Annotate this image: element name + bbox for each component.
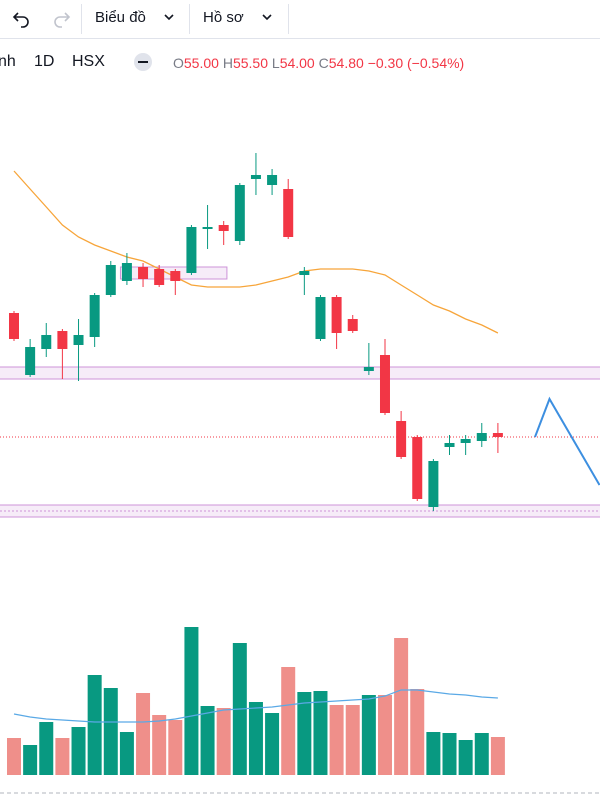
moving-average (13, 170, 499, 334)
volume-bar (152, 715, 167, 775)
exchange: HSX (72, 53, 105, 70)
candle-body (121, 263, 132, 281)
separator (288, 4, 289, 34)
volume-bar (216, 708, 231, 775)
volume-bar (329, 705, 344, 775)
candle-body (492, 433, 503, 437)
symbol[interactable]: nh (0, 53, 16, 70)
volume-bar (248, 702, 263, 775)
candle-body (379, 355, 390, 413)
candle-body (218, 225, 229, 231)
candle-body (154, 269, 165, 285)
volume-bar (184, 627, 199, 775)
candle-body (138, 267, 149, 279)
volume-bar (474, 733, 489, 775)
volume-bar (168, 720, 183, 775)
high-label: H (222, 55, 233, 71)
candle-body (283, 189, 294, 237)
candle-body (73, 335, 84, 345)
low: 54.00 (279, 55, 315, 71)
candle-body (9, 313, 19, 339)
profile-menu[interactable]: Hồ sơ (203, 9, 244, 26)
volume-bar (458, 740, 473, 775)
volume-bar (200, 706, 215, 775)
toolbar-icons (12, 12, 272, 28)
volume-ma (13, 689, 498, 723)
legend: nh 1D HSX O55.00 H55.50 L54.00 C54.80 −0… (0, 50, 600, 74)
candle-body (460, 439, 471, 443)
candle-body (202, 227, 213, 229)
chevron[interactable] (164, 14, 174, 21)
volume-bar (345, 705, 360, 775)
undo-icon[interactable] (12, 12, 29, 28)
volume-bar (71, 727, 86, 775)
candle-body (396, 421, 407, 457)
candle-body (412, 437, 423, 499)
volume-bar (7, 738, 21, 775)
high: 55.50 (232, 55, 268, 71)
candle-body (41, 335, 52, 349)
volume-bar (361, 695, 376, 775)
zone (0, 366, 600, 380)
volume-bar (136, 693, 151, 775)
separator (189, 4, 190, 34)
change-pct: (−0.54%) (407, 55, 465, 71)
candle-body (89, 295, 100, 337)
projection-line (534, 396, 600, 486)
candle-body (444, 443, 455, 447)
volume-bar (39, 722, 54, 775)
candle-body (347, 319, 358, 331)
toolbar: Biểu đồ Hồ sơ (0, 0, 600, 39)
candle-body (170, 271, 181, 281)
candle-body (315, 297, 326, 339)
change: −0.30 (367, 55, 404, 71)
volume-bar (297, 692, 312, 775)
volume-bar (119, 732, 134, 775)
interval[interactable]: 1D (34, 53, 55, 70)
volume-bar (313, 691, 328, 775)
candle-body (476, 433, 487, 441)
chevron[interactable] (262, 14, 272, 21)
chart-menu[interactable]: Biểu đồ (95, 9, 146, 26)
volume-bar (281, 667, 296, 775)
candle-body (234, 185, 245, 241)
volume-bar (377, 695, 392, 775)
redo-icon[interactable] (54, 12, 71, 28)
candle-body (25, 347, 36, 375)
collapse-button[interactable] (131, 50, 155, 74)
close-label: C (318, 55, 329, 71)
volume-bar (103, 688, 118, 775)
separator (81, 4, 82, 34)
volume-bar (490, 737, 505, 775)
ohlc: O55.00 H55.50 L54.00 C54.80 −0.30 (−0.54… (173, 51, 464, 75)
candle-body (105, 265, 116, 295)
volume-bar (410, 689, 425, 775)
candle-body (57, 331, 68, 349)
volume-bar (87, 675, 102, 775)
open: 55.00 (183, 55, 219, 71)
candle-body (299, 271, 310, 275)
candle-body (267, 175, 278, 185)
candle-body (428, 461, 439, 507)
candle-body (250, 175, 261, 179)
candle-body (363, 367, 374, 371)
volume-bar (265, 713, 280, 775)
volume-bar (442, 733, 457, 775)
open-label: O (173, 55, 184, 71)
volume-bar (394, 638, 409, 775)
candle-body (186, 227, 197, 273)
volume-bar (426, 732, 441, 775)
low-label: L (271, 55, 280, 71)
volume-bar (23, 745, 38, 775)
volume-bar (55, 738, 70, 775)
close: 54.80 (328, 55, 364, 71)
candle-body (331, 297, 342, 333)
